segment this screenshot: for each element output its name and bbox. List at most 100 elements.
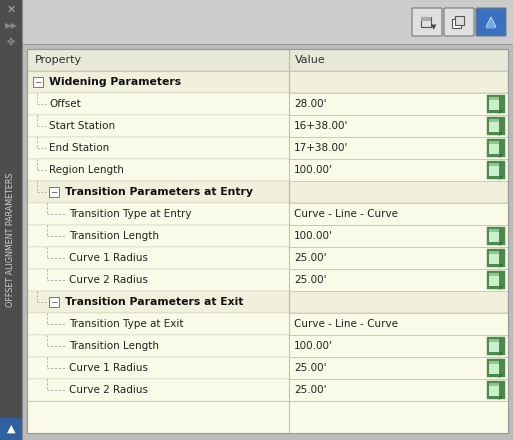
Text: ↗: ↗: [498, 352, 502, 357]
Bar: [289, 137, 508, 159]
Bar: [487, 337, 505, 355]
Bar: [33, 77, 43, 87]
Text: ↗: ↗: [498, 242, 502, 247]
Bar: [27, 225, 508, 247]
Text: ▲: ▲: [486, 16, 496, 29]
Text: Transition Parameters at Entry: Transition Parameters at Entry: [65, 187, 253, 197]
Bar: [27, 49, 508, 71]
Bar: [421, 17, 431, 27]
Bar: [289, 247, 508, 269]
Text: 28.00': 28.00': [294, 99, 327, 109]
Bar: [27, 313, 508, 335]
Text: 17+38.00': 17+38.00': [294, 143, 348, 153]
Text: ✕: ✕: [6, 5, 16, 15]
Bar: [455, 16, 464, 25]
Bar: [487, 117, 505, 135]
Bar: [489, 119, 499, 132]
Bar: [489, 163, 499, 176]
Bar: [487, 271, 505, 289]
Bar: [289, 379, 508, 401]
Bar: [289, 269, 508, 291]
Text: −: −: [50, 297, 58, 307]
Bar: [22, 0, 513, 44]
Text: Curve - Line - Curve: Curve - Line - Curve: [294, 209, 398, 219]
Bar: [489, 251, 499, 254]
Text: Transition Type at Entry: Transition Type at Entry: [69, 209, 191, 219]
Text: ↗: ↗: [498, 374, 502, 379]
Text: 25.00': 25.00': [294, 253, 327, 263]
Text: ✤: ✤: [7, 37, 15, 47]
Text: 100.00': 100.00': [294, 165, 333, 175]
Bar: [421, 17, 431, 21]
Bar: [49, 187, 59, 197]
FancyBboxPatch shape: [476, 8, 506, 36]
Bar: [49, 297, 59, 307]
Text: End Station: End Station: [49, 143, 109, 153]
Text: ↗: ↗: [498, 154, 502, 159]
Bar: [487, 161, 505, 179]
Bar: [289, 335, 508, 357]
Text: Transition Type at Exit: Transition Type at Exit: [69, 319, 184, 329]
Polygon shape: [486, 17, 496, 27]
Bar: [489, 97, 499, 100]
Text: ↗: ↗: [498, 264, 502, 269]
Bar: [27, 71, 508, 93]
Bar: [489, 273, 499, 286]
Text: Curve 1 Radius: Curve 1 Radius: [69, 363, 148, 373]
Bar: [289, 115, 508, 137]
Bar: [289, 401, 508, 433]
Text: ↗: ↗: [498, 176, 502, 181]
Text: 100.00': 100.00': [294, 341, 333, 351]
Text: 25.00': 25.00': [294, 363, 327, 373]
Bar: [452, 19, 461, 28]
Bar: [27, 115, 508, 137]
Bar: [489, 339, 499, 352]
Text: 25.00': 25.00': [294, 275, 327, 285]
Bar: [489, 97, 499, 110]
FancyBboxPatch shape: [444, 8, 474, 36]
Bar: [489, 383, 499, 386]
Bar: [27, 137, 508, 159]
Bar: [487, 95, 505, 113]
Text: Curve 2 Radius: Curve 2 Radius: [69, 385, 148, 395]
Bar: [27, 49, 508, 433]
Bar: [489, 119, 499, 122]
Bar: [27, 401, 508, 433]
Text: ↗: ↗: [498, 396, 502, 401]
Text: Start Station: Start Station: [49, 121, 115, 131]
Bar: [289, 93, 508, 115]
Text: Transition Length: Transition Length: [69, 231, 159, 241]
Text: OFFSET ALIGNMENT PARAMETERS: OFFSET ALIGNMENT PARAMETERS: [7, 173, 15, 307]
Text: 16+38.00': 16+38.00': [294, 121, 348, 131]
Text: −: −: [50, 187, 58, 197]
Bar: [489, 229, 499, 232]
Text: Value: Value: [295, 55, 326, 65]
Text: −: −: [34, 77, 42, 87]
Text: 25.00': 25.00': [294, 385, 327, 395]
Text: ▲: ▲: [7, 424, 15, 434]
Text: Property: Property: [35, 55, 82, 65]
Bar: [289, 357, 508, 379]
Bar: [27, 291, 508, 313]
Bar: [27, 379, 508, 401]
Bar: [27, 247, 508, 269]
Bar: [489, 361, 499, 374]
Bar: [27, 93, 508, 115]
Bar: [487, 249, 505, 267]
Text: ↗: ↗: [498, 132, 502, 137]
Bar: [487, 359, 505, 377]
Bar: [489, 163, 499, 166]
Bar: [487, 139, 505, 157]
Bar: [489, 141, 499, 154]
Bar: [27, 335, 508, 357]
Text: ↗: ↗: [498, 286, 502, 291]
Bar: [27, 181, 508, 203]
Text: Transition Length: Transition Length: [69, 341, 159, 351]
Text: Transition Parameters at Exit: Transition Parameters at Exit: [65, 297, 243, 307]
Bar: [27, 49, 508, 433]
Bar: [489, 383, 499, 396]
Bar: [0, 418, 22, 440]
Bar: [489, 251, 499, 264]
Bar: [489, 141, 499, 144]
Bar: [289, 203, 508, 225]
